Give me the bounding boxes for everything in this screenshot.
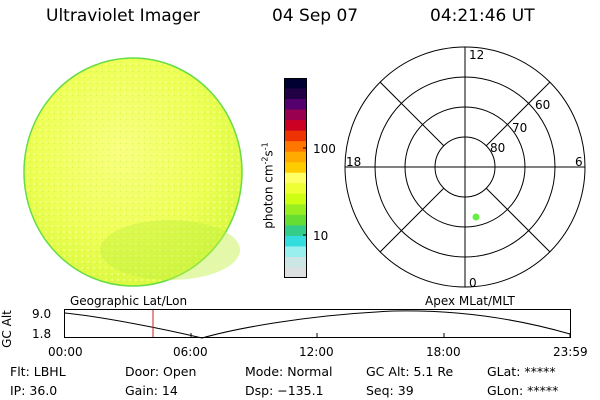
lat-label-80: 80 (490, 141, 505, 155)
polar-diag-3 (485, 81, 551, 147)
colorbar-band (284, 88, 307, 100)
colorbar-band (284, 256, 307, 268)
x-tick-0000: 00:00 (48, 345, 83, 359)
x-tick-1800: 18:00 (426, 345, 461, 359)
filter-info: Flt: LBHL (10, 364, 66, 379)
colorbar-band (284, 120, 307, 132)
y-tick-9: 9.0 (32, 307, 52, 321)
mlt-label-12: 12 (469, 48, 484, 62)
colorbar-band (284, 183, 307, 195)
glon-info: GLon: ***** (487, 383, 559, 398)
altitude-curve (64, 310, 571, 339)
colorbar-band (284, 214, 307, 226)
polar-diag-2 (485, 187, 551, 253)
lat-label-60: 60 (535, 98, 550, 112)
colorbar-band (284, 235, 307, 247)
colorbar-band (284, 172, 307, 184)
ip-info: IP: 36.0 (10, 383, 58, 398)
altitude-plot (64, 309, 571, 339)
glat-info: GLat: ***** (487, 364, 556, 379)
polar-data-point (472, 213, 480, 221)
mlt-label-0: 0 (469, 276, 477, 290)
colorbar-band (284, 78, 307, 90)
imager-texture (25, 59, 241, 285)
x-tick-0600: 06:00 (173, 345, 208, 359)
app-title: Ultraviolet Imager (46, 6, 200, 26)
imager-disk-panel (23, 57, 243, 287)
date-label: 04 Sep 07 (272, 6, 359, 26)
time-label: 04:21:46 UT (430, 6, 535, 26)
colorbar-band (284, 225, 307, 237)
gc-alt-axis-title: GC Alt (0, 310, 14, 348)
colorbar-band (284, 162, 307, 174)
colorbar-band (284, 141, 307, 153)
colorbar-band (284, 267, 307, 278)
polar-diag-4 (379, 187, 445, 253)
colorbar-unit-label: photon cm-2s-1 (260, 142, 276, 229)
colorbar-tick-100: 100 (313, 142, 336, 156)
polar-diag-1 (379, 81, 445, 147)
seq-info: Seq: 39 (366, 383, 414, 398)
polar-plot: 12 18 6 0 60 70 80 (344, 46, 586, 290)
imager-brightening (100, 220, 240, 280)
mode-info: Mode: Normal (245, 364, 333, 379)
colorbar-band (284, 151, 307, 163)
colorbar-band (284, 246, 307, 258)
geographic-label: Geographic Lat/Lon (70, 294, 188, 308)
y-tick-1-8: 1.8 (32, 327, 52, 341)
gain-info: Gain: 14 (125, 383, 178, 398)
x-tick-2359: 23:59 (553, 345, 588, 359)
colorbar-band (284, 204, 307, 216)
gc-alt-info: GC Alt: 5.1 Re (366, 364, 454, 379)
x-tick-1200: 12:00 (299, 345, 334, 359)
colorbar-band (284, 109, 307, 121)
door-info: Door: Open (125, 364, 197, 379)
mlt-label-18: 18 (346, 155, 361, 169)
colorbar-band (284, 99, 307, 111)
colorbar (284, 78, 307, 278)
colorbar-band (284, 193, 307, 205)
mlt-label-6: 6 (575, 155, 583, 169)
dsp-info: Dsp: −135.1 (245, 383, 324, 398)
colorbar-band (284, 130, 307, 142)
colorbar-tick-10: 10 (313, 229, 329, 243)
apex-label: Apex MLat/MLT (425, 294, 515, 308)
lat-label-70: 70 (512, 121, 527, 135)
